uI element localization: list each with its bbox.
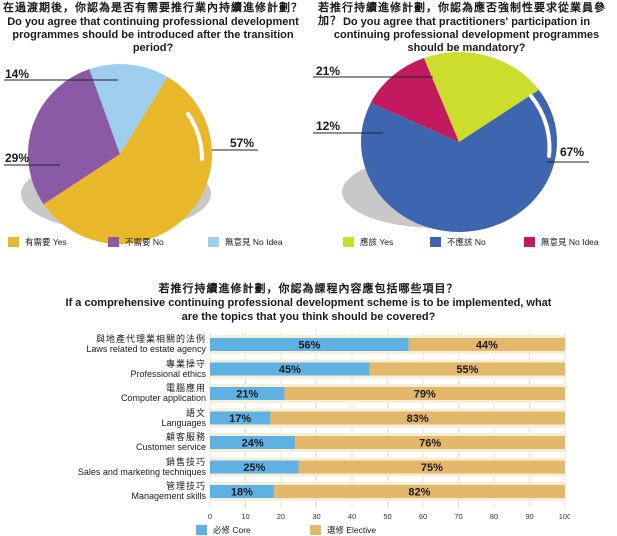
bar-tick-label: 20 [277, 512, 285, 521]
bar-elective-value-0: 44% [476, 340, 498, 352]
bar-core-value-3: 17% [229, 413, 251, 425]
bar-tick-label: 60 [419, 512, 427, 521]
pie1-title: 在過渡期後，你認為是否有需要推行業內持續進修計劃？ [3, 2, 303, 14]
pie1-label-yes: 57% [230, 136, 255, 150]
bar-category-en: Computer application [120, 393, 206, 403]
bar-core-value-1: 45% [279, 364, 301, 376]
bar-category-label-3: 語文 Languages [161, 408, 206, 428]
pie1-slice-0 [43, 76, 213, 244]
bar-legend-swatch [310, 525, 321, 535]
bar-legend-swatch [196, 525, 207, 535]
bar-title: 若推行持續進修計劃，你認為課程內容應包括哪些項目？ [158, 283, 459, 295]
bar-category-en: Customer service [135, 442, 206, 452]
bar-category-label-5: 銷售技巧 Sales and marketing techniques [78, 457, 206, 477]
bar-category-zh: 與地產代理業相關的法例 [95, 334, 206, 344]
pie2-chart [313, 52, 589, 233]
bar-core-1 [210, 362, 370, 376]
bar-tick-label: 40 [348, 512, 356, 521]
bar-core-4 [210, 436, 296, 449]
bar-category-en: Sales and marketing techniques [77, 466, 206, 477]
bar-core-2 [210, 387, 285, 400]
bar-category-zh: 電腦應用 [165, 383, 206, 393]
pie1-slice-2 [89, 64, 168, 154]
pie2-title: 若推行持續進修計劃，你認為應否強制性要求從業員參加？ [318, 2, 606, 27]
bar-elective-value-5: 75% [421, 462, 443, 474]
pie2-subtitle: Do you agree that practitioners' partici… [333, 16, 600, 54]
pie2-label-no: 67% [560, 145, 585, 159]
pie1-subtitle: Do you agree that continuing professiona… [7, 16, 299, 54]
bar-tick-label: 80 [490, 512, 498, 521]
pie2-slice-2 [370, 57, 459, 142]
bar-core-value-0: 56% [298, 340, 320, 352]
pie1-legend-swatch [108, 237, 119, 247]
bar-core-5 [210, 460, 299, 474]
pie1-chart [4, 64, 258, 244]
bar-elective-3 [270, 411, 565, 425]
bar-category-label-0: 與地產代理業相關的法例 Laws related to estate agency [86, 334, 206, 354]
bar-category-zh: 顧客服務 [165, 432, 206, 442]
pie2-legend-swatch [430, 237, 441, 247]
bar-category-label-1: 專業操守 Professional ethics [130, 359, 206, 379]
bar-tick-label: 30 [312, 512, 320, 521]
pie1-legend-no-idea: 無意見 No Idea [208, 236, 283, 248]
bar-elective-2 [284, 387, 565, 400]
bar-legend-core: 必修 Core [196, 524, 251, 536]
bar-core-0 [210, 338, 409, 351]
bar-category-zh: 管理技巧 [165, 481, 206, 491]
pie1-label-no: 29% [5, 151, 30, 165]
bar-legend-elective: 選修 Elective [310, 524, 376, 536]
pie1-legend-swatch [208, 237, 219, 247]
pie2-legend-swatch [343, 237, 354, 247]
pie1-legend-no: 不需要 No [108, 236, 164, 248]
bar-tick-label: 0 [208, 512, 212, 521]
bar-elective-1 [369, 362, 565, 376]
bar-core-value-4: 24% [242, 438, 264, 450]
bar-core-3 [210, 411, 271, 425]
pie1-legend-yes: 有需要 Yes [8, 236, 67, 248]
bar-chart: 56% 44% 45% 55% 21% 79% 17% 83% 24% 76% 25% 75% 18% 8… [208, 332, 570, 521]
bar-tick-label: 50 [383, 512, 391, 521]
bar-category-en: Languages [161, 417, 206, 428]
pie2-legend-swatch [524, 237, 535, 247]
bar-tick-label: 100 [559, 512, 570, 521]
bar-category-zh: 銷售技巧 [165, 456, 206, 467]
bar-elective-4 [295, 436, 565, 449]
bar-core-value-5: 25% [243, 462, 265, 474]
bar-elective-6 [273, 485, 565, 498]
bar-category-en: Laws related to estate agency [86, 344, 206, 354]
bar-elective-5 [298, 460, 565, 474]
pie2-label-yes: 21% [316, 64, 341, 78]
bar-core-value-2: 21% [236, 389, 258, 401]
bar-category-en: Professional ethics [130, 368, 206, 379]
bar-category-label-2: 電腦應用 Computer application [121, 383, 206, 403]
bar-elective-value-1: 55% [456, 364, 478, 376]
pie2-slice-1 [361, 89, 557, 233]
pie1-slice-1 [27, 69, 120, 205]
bar-elective-value-4: 76% [419, 438, 441, 450]
pie1-highlight [186, 112, 205, 161]
pie2-highlight [529, 94, 552, 158]
bar-category-zh: 專業操守 [165, 358, 206, 369]
bar-elective-value-6: 82% [408, 487, 430, 499]
bar-tick-label: 10 [241, 512, 249, 521]
bar-tick-label: 90 [525, 512, 533, 521]
bar-tick-label: 70 [454, 512, 462, 521]
pie1-legend-swatch [8, 237, 19, 247]
pie2-label-no-idea: 12% [316, 119, 341, 133]
pie1-label-no-idea: 14% [5, 67, 30, 81]
pie2-legend-no-idea: 無意見 No Idea [524, 236, 599, 248]
bar-category-en: Management skills [131, 491, 206, 501]
bar-core-6 [210, 485, 274, 498]
pie2-slice-0 [423, 52, 539, 142]
pie2-legend-no: 不應該 No [430, 236, 486, 248]
bar-elective-0 [408, 338, 565, 351]
bar-category-label-6: 管理技巧 Management skills [131, 481, 206, 501]
bar-elective-value-2: 79% [414, 389, 436, 401]
pie2-legend-yes: 應該 Yes [343, 236, 393, 248]
bar-category-label-4: 顧客服務 Customer service [136, 432, 206, 452]
bar-subtitle: If a comprehensive continuing profession… [65, 297, 552, 323]
bar-core-value-6: 18% [231, 487, 253, 499]
bar-category-zh: 語文 [185, 407, 206, 418]
bar-elective-value-3: 83% [407, 413, 429, 425]
